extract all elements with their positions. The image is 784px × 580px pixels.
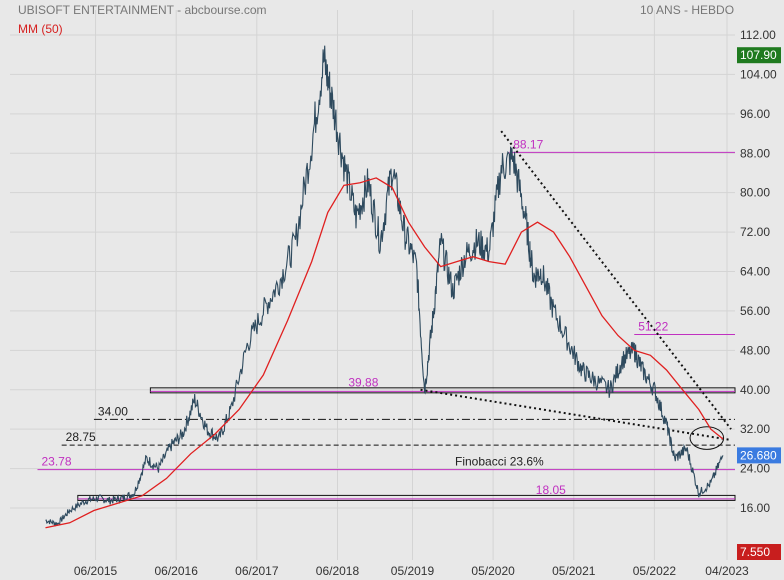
level-label: 18.05 <box>536 483 566 497</box>
level-label: 88.17 <box>513 137 543 151</box>
ma-legend: MM (50) <box>18 22 63 36</box>
last-price-badge: 26.680 <box>740 448 777 462</box>
level-label: 23.78 <box>41 455 71 469</box>
high-badge-bg <box>737 47 781 64</box>
x-tick-label: 06/2018 <box>316 564 360 578</box>
level-box <box>149 387 736 394</box>
level-label: 51.22 <box>638 319 668 333</box>
y-tick-label: 96.00 <box>740 107 770 121</box>
period-label: 10 ANS - HEBDO <box>640 3 735 17</box>
level-annotation: Finobacci 23.6% <box>455 455 544 469</box>
level-label: 39.88 <box>348 375 378 389</box>
price-badges: 107.90 26.680 7.550 <box>737 47 781 560</box>
x-tick-label: 05/2021 <box>552 564 596 578</box>
trendline <box>420 388 732 441</box>
y-tick-label: 112.00 <box>740 28 776 42</box>
series-group <box>45 45 724 529</box>
high-badge: 107.90 <box>740 48 777 62</box>
x-tick-label: 04/2023 <box>705 564 749 578</box>
y-tick-label: 72.00 <box>740 225 770 239</box>
y-tick-label: 64.00 <box>740 265 770 279</box>
low-badge-bg <box>737 544 781 560</box>
y-tick-label: 80.00 <box>740 186 770 200</box>
x-tick-label: 06/2016 <box>154 564 198 578</box>
chart-title: UBISOFT ENTERTAINMENT - abcbourse.com <box>18 3 267 17</box>
price-line <box>45 45 724 527</box>
highlight-ellipse <box>689 426 725 450</box>
x-tick-label: 06/2015 <box>74 564 118 578</box>
y-tick-label: 40.00 <box>740 383 770 397</box>
ma-line <box>45 177 724 529</box>
level-label: 28.75 <box>66 430 96 444</box>
y-tick-label: 32.00 <box>740 422 770 436</box>
level-box <box>77 494 736 501</box>
last-price-badge-bg <box>737 447 781 464</box>
y-tick-label: 56.00 <box>740 304 770 318</box>
x-tick-label: 06/2017 <box>235 564 279 578</box>
y-axis: 112.00 104.00 96.00 88.00 80.00 72.00 64.00 56.… <box>740 28 777 515</box>
y-tick-label: 88.00 <box>740 146 770 160</box>
x-tick-label: 05/2020 <box>471 564 515 578</box>
x-axis: 06/2015 06/2016 06/2017 06/2018 05/2019 05/20… <box>74 564 749 578</box>
low-badge: 7.550 <box>740 545 770 559</box>
grid <box>10 10 735 560</box>
y-tick-label: 48.00 <box>740 343 770 357</box>
level-label: 34.00 <box>98 404 128 418</box>
trendlines <box>420 130 732 450</box>
y-tick-label: 16.00 <box>740 501 770 515</box>
horizontal-levels <box>37 151 736 501</box>
x-tick-label: 05/2022 <box>633 564 677 578</box>
x-tick-label: 05/2019 <box>391 564 435 578</box>
y-tick-label: 24.00 <box>740 462 770 476</box>
y-tick-label: 104.00 <box>740 67 777 81</box>
